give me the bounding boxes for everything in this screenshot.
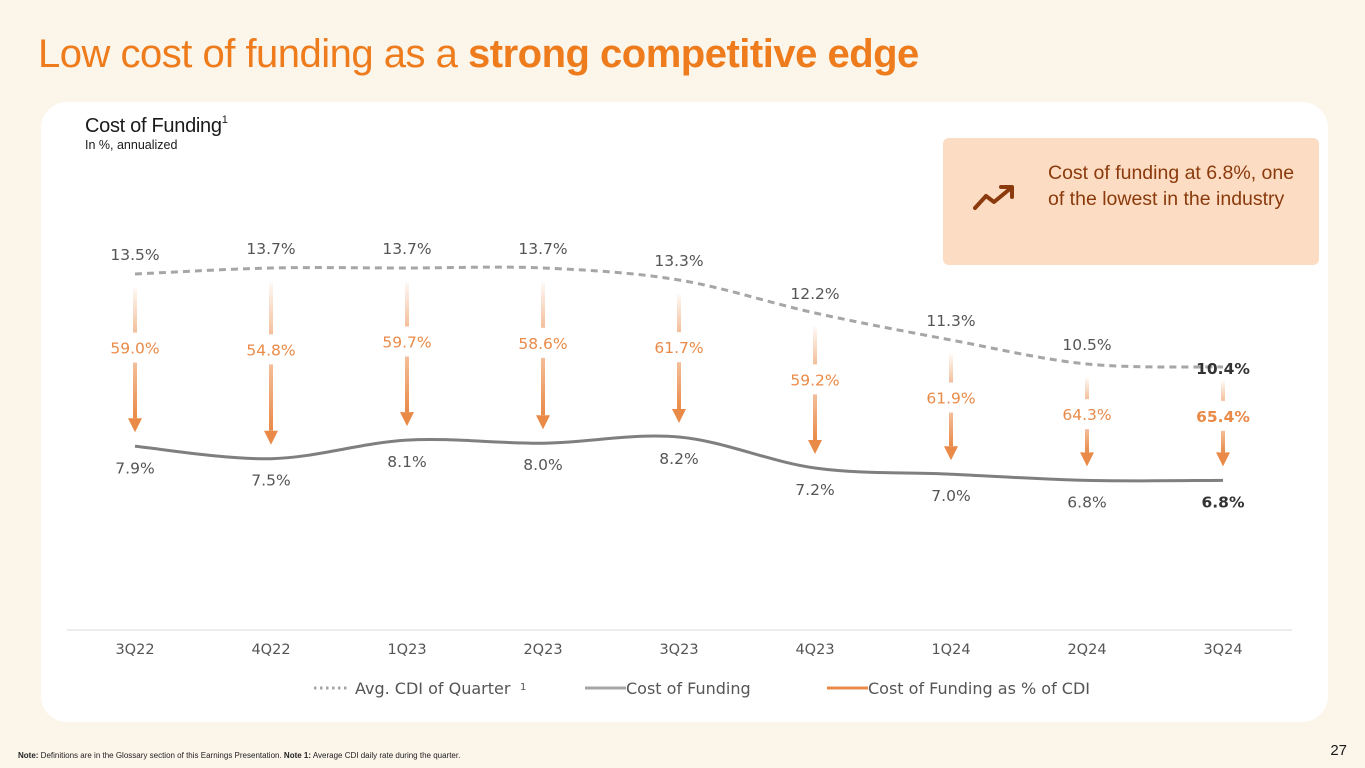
ratio-label: 59.2% <box>790 371 839 389</box>
x-tick-label: 3Q24 <box>1203 642 1242 658</box>
callout-box: Cost of funding at 6.8%, one of the lowe… <box>943 138 1319 265</box>
ratio-label: 59.0% <box>110 340 159 358</box>
ratio-label: 61.9% <box>926 390 975 408</box>
cof-label: 6.8% <box>1202 493 1245 511</box>
ratio-arrow-head <box>400 412 414 427</box>
x-tick-label: 2Q23 <box>523 642 562 658</box>
cdi-label: 13.5% <box>110 246 159 264</box>
trending-up-icon <box>973 184 1015 216</box>
ratio-arrow-head <box>536 415 550 430</box>
ratio-label: 58.6% <box>518 335 567 353</box>
cof-label: 7.0% <box>931 487 970 505</box>
callout-text: Cost of funding at 6.8%, one of the lowe… <box>1048 162 1295 210</box>
cof-label: 8.0% <box>523 456 562 474</box>
legend-ratio-label: Cost of Funding as % of CDI <box>868 679 1090 698</box>
ratio-arrow-stem-upper <box>677 294 681 333</box>
x-tick-label: 1Q23 <box>387 642 426 658</box>
cdi-label: 13.7% <box>246 240 295 258</box>
ratio-arrow-stem-upper <box>405 282 409 327</box>
ratio-arrow-head <box>672 409 686 423</box>
cdi-label: 13.7% <box>382 240 431 258</box>
chart-title: Cost of Funding1 <box>85 114 228 138</box>
footnote: Note: Definitions are in the Glossary se… <box>18 751 460 760</box>
ratio-arrow-head <box>1080 452 1094 467</box>
x-tick-label: 4Q23 <box>795 642 834 658</box>
x-tick-label: 3Q23 <box>659 642 698 658</box>
ratio-arrow-stem-lower <box>1221 430 1225 453</box>
legend-cdi-label: Avg. CDI of Quarter <box>355 679 511 698</box>
cof-label: 8.1% <box>387 453 426 471</box>
ratio-arrow-head <box>808 440 822 454</box>
ratio-arrow-stem-upper <box>133 288 137 333</box>
legend-cdi-footnote-mark: 1 <box>520 682 526 693</box>
cdi-label: 11.3% <box>926 312 975 330</box>
ratio-arrow-stem-lower <box>677 362 681 409</box>
ratio-arrow-stem-lower <box>949 412 953 447</box>
footnote-note1-label: Note 1: <box>283 751 312 760</box>
x-tick-label: 3Q22 <box>115 642 154 658</box>
ratio-arrow-stem-upper <box>269 282 273 335</box>
ratio-label: 65.4% <box>1196 408 1250 426</box>
legend-cof-label: Cost of Funding <box>626 679 751 698</box>
ratio-arrow-stem-lower <box>133 362 137 419</box>
ratio-arrow-head <box>264 430 278 445</box>
chart-title-footnote-mark: 1 <box>221 114 228 126</box>
cdi-label: 13.7% <box>518 240 567 258</box>
ratio-arrow-stem-lower <box>813 394 817 440</box>
cdi-label: 12.2% <box>790 285 839 303</box>
page-number: 27 <box>1330 742 1347 759</box>
page-title-bold: strong competitive edge <box>468 32 919 76</box>
page-title-regular: Low cost of funding as a <box>38 32 468 76</box>
page-title: Low cost of funding as a strong competit… <box>38 32 919 77</box>
ratio-label: 59.7% <box>382 334 431 352</box>
cof-label: 7.9% <box>115 459 154 477</box>
legend-cdi-text: Avg. CDI of Quarter <box>355 679 511 698</box>
chart-title-text: Cost of Funding <box>85 115 222 137</box>
cof-label: 7.2% <box>795 481 834 499</box>
cdi-label: 10.5% <box>1062 336 1111 354</box>
footnote-note-text: Definitions are in the Glossary section … <box>38 751 284 760</box>
ratio-arrow-stem-upper <box>813 327 817 365</box>
ratio-arrow-stem-lower <box>1085 429 1089 453</box>
legend: Avg. CDI of Quarter 1 Cost of Funding Co… <box>314 679 1090 698</box>
ratio-arrow-head <box>128 418 142 433</box>
ratio-arrow-stem-upper <box>1085 378 1089 400</box>
footnote-note1-text: Average CDI daily rate during the quarte… <box>311 751 461 760</box>
ratio-arrow-stem-upper <box>541 282 545 328</box>
ratio-label: 54.8% <box>246 341 295 359</box>
cdi-line <box>134 265 1224 369</box>
ratio-arrow-stem-upper <box>949 354 953 383</box>
ratio-arrow-stem-lower <box>405 356 409 413</box>
cof-label: 7.5% <box>251 472 290 490</box>
footnote-note-label: Note: <box>18 751 39 760</box>
x-tick-label: 1Q24 <box>931 642 970 658</box>
cdi-label: 13.3% <box>654 252 703 270</box>
ratio-arrow-stem-lower <box>269 364 273 431</box>
ratio-arrow-stem-lower <box>541 357 545 416</box>
series-lines <box>134 265 1224 483</box>
cof-label: 8.2% <box>659 450 698 468</box>
cost-of-funding-line <box>134 434 1224 483</box>
ratio-arrow-head <box>1216 452 1230 467</box>
ratio-label: 61.7% <box>654 339 703 357</box>
x-tick-label: 4Q22 <box>251 642 290 658</box>
ratio-label: 64.3% <box>1062 406 1111 424</box>
ratio-arrow-head <box>944 446 958 461</box>
ratio-arrow-stem-upper <box>1221 381 1225 401</box>
cdi-label: 10.4% <box>1196 360 1250 378</box>
chart-subtitle: In %, annualized <box>85 138 178 152</box>
ratio-arrows <box>128 282 1230 467</box>
x-tick-labels: 3Q22 4Q22 1Q23 2Q23 3Q23 4Q23 1Q24 2Q24 3Q24 <box>115 642 1242 658</box>
data-labels: 59.0% 54.8% 59.7% 58.6% 61.7% 59.2% 61.9% 64.3%… <box>110 240 1250 511</box>
cof-label: 6.8% <box>1067 493 1106 511</box>
x-tick-label: 2Q24 <box>1067 642 1106 658</box>
